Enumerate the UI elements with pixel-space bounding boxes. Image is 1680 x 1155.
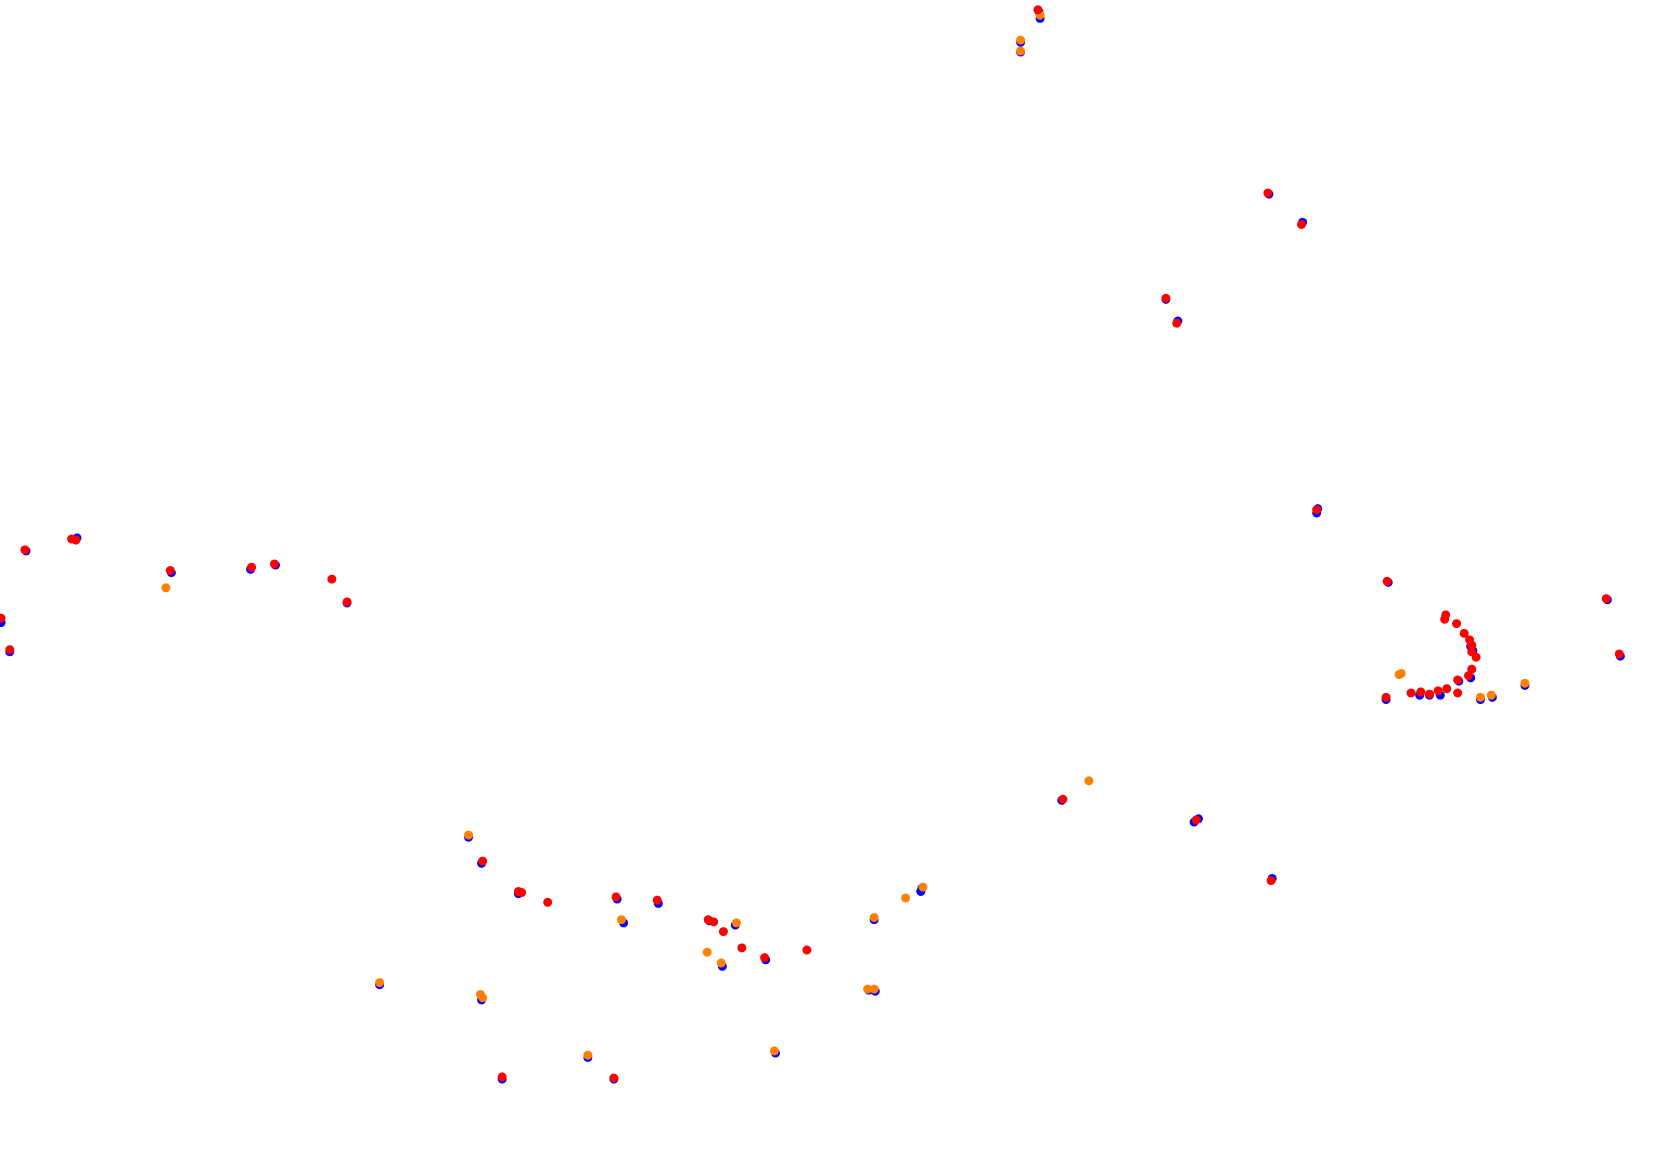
point [869, 912, 879, 922]
point [161, 583, 171, 593]
point [165, 565, 175, 575]
point [1296, 219, 1306, 229]
point [702, 947, 712, 957]
point [71, 535, 81, 545]
point [802, 945, 812, 955]
point [1416, 687, 1426, 697]
point [1033, 5, 1043, 15]
point [1453, 675, 1463, 685]
point [1016, 46, 1026, 56]
point [1016, 35, 1026, 45]
point [375, 978, 385, 988]
point [1486, 690, 1496, 700]
point [1601, 594, 1611, 604]
point [737, 943, 747, 953]
point [1433, 686, 1443, 696]
point [0, 613, 6, 623]
point [1614, 649, 1624, 659]
point [918, 882, 928, 892]
point [616, 915, 626, 925]
point [869, 984, 879, 994]
point [652, 895, 662, 905]
point [1084, 776, 1094, 786]
point [1381, 692, 1391, 702]
point [269, 559, 279, 569]
point [1464, 671, 1474, 681]
point [1161, 293, 1171, 303]
point [611, 892, 621, 902]
point [1452, 619, 1462, 629]
point [497, 1072, 507, 1082]
point [20, 545, 30, 555]
point [1440, 614, 1450, 624]
point [1467, 640, 1477, 650]
point [1382, 576, 1392, 586]
point [1520, 678, 1530, 688]
point [716, 958, 726, 968]
point [718, 927, 728, 937]
point [543, 897, 553, 907]
point [583, 1050, 593, 1060]
point [1191, 815, 1201, 825]
point [1396, 668, 1406, 678]
point [1453, 688, 1463, 698]
point [342, 597, 352, 607]
point [863, 984, 873, 994]
point [709, 917, 719, 927]
point [609, 1073, 619, 1083]
point [1058, 794, 1068, 804]
point [247, 562, 257, 572]
point [478, 993, 488, 1003]
point [1475, 692, 1485, 702]
point [769, 1046, 779, 1056]
point [1172, 318, 1182, 328]
point [731, 918, 741, 928]
point [1442, 684, 1452, 694]
point [517, 888, 527, 898]
point [1459, 628, 1469, 638]
point [327, 574, 337, 584]
point [760, 953, 770, 963]
point [478, 856, 488, 866]
point [5, 645, 15, 655]
point [1266, 876, 1276, 886]
point [1471, 652, 1481, 662]
point [1263, 188, 1273, 198]
point [464, 830, 474, 840]
point [1424, 689, 1434, 699]
point [901, 893, 911, 903]
point [1312, 505, 1322, 515]
point [1406, 688, 1416, 698]
